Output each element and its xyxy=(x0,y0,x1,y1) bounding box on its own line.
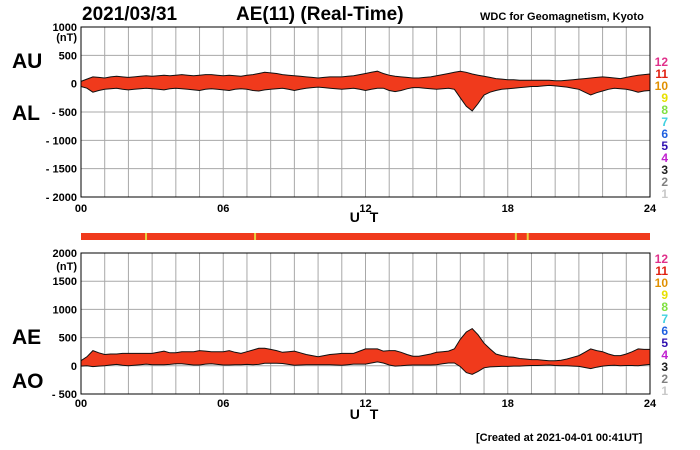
series-ao-line xyxy=(80,361,651,375)
station-count-label: 5 xyxy=(661,139,668,153)
station-count-label: 12 xyxy=(655,55,669,69)
upper-envelope xyxy=(81,71,650,111)
station-count-label: 11 xyxy=(655,67,668,81)
station-count-label: 1 xyxy=(661,187,668,201)
station-count-label: 7 xyxy=(661,115,668,129)
station-count-label: 10 xyxy=(655,79,669,93)
station-count-bar xyxy=(81,233,650,240)
station-count-label: 8 xyxy=(661,103,668,117)
y-unit-label: (nT) xyxy=(56,261,77,273)
y-tick-label: - 1000 xyxy=(46,135,77,147)
station-count-label: 10 xyxy=(655,276,669,290)
ao-label: AO xyxy=(12,370,44,393)
upper-frame xyxy=(80,26,651,198)
x-tick-label: 06 xyxy=(217,398,229,410)
created-timestamp: [Created at 2021-04-01 00:41UT] xyxy=(476,432,643,444)
station-count-bar-mark xyxy=(526,233,529,240)
data-source: WDC for Geomagnetism, Kyoto xyxy=(480,11,644,23)
y-tick-label: 500 xyxy=(59,50,77,62)
y-tick-label: 500 xyxy=(59,333,77,345)
station-count-label: 1 xyxy=(661,384,668,398)
y-tick-label: - 500 xyxy=(52,107,77,119)
lower-frame xyxy=(80,252,651,395)
station-count-label: 11 xyxy=(655,264,668,278)
series-ae-line xyxy=(80,327,650,362)
station-count-bar-mark xyxy=(514,233,517,240)
station-count-label: 6 xyxy=(661,127,668,141)
x-axis-title: U T xyxy=(350,209,382,225)
y-tick-label: 1000 xyxy=(53,22,77,34)
y-tick-label: - 1500 xyxy=(46,164,77,176)
station-count-label: 2 xyxy=(661,372,668,386)
x-tick-label: 12 xyxy=(359,203,371,215)
x-tick-label: 18 xyxy=(502,203,514,215)
station-count-label: 7 xyxy=(661,312,668,326)
series-al-line xyxy=(80,84,651,112)
station-count-label: 9 xyxy=(661,91,668,105)
series-au-line xyxy=(80,70,651,82)
y-tick-label: - 500 xyxy=(52,389,77,401)
station-count-label: 2 xyxy=(661,175,668,189)
station-count-bar-mark xyxy=(254,233,257,240)
station-count-label: 9 xyxy=(661,288,668,302)
station-count-label: 4 xyxy=(661,151,668,165)
station-count-label: 6 xyxy=(661,324,668,338)
station-count-bar-mark xyxy=(145,233,148,240)
y-tick-label: 1500 xyxy=(53,276,77,288)
y-tick-label: 2000 xyxy=(53,248,77,260)
x-tick-label: 18 xyxy=(502,398,514,410)
au-label: AU xyxy=(12,50,43,73)
x-tick-label: 24 xyxy=(644,398,657,410)
station-count-label: 3 xyxy=(661,360,668,374)
station-count-label: 8 xyxy=(661,300,668,314)
station-count-label: 5 xyxy=(661,336,668,350)
x-axis-title: U T xyxy=(350,406,382,422)
station-count-label: 12 xyxy=(655,252,669,266)
chart-title: AE(11) (Real-Time) xyxy=(236,4,404,25)
chart-date: 2021/03/31 xyxy=(82,4,178,25)
y-tick-label: 0 xyxy=(71,79,77,91)
y-tick-label: 0 xyxy=(71,361,77,373)
lower-envelope xyxy=(81,328,650,375)
x-tick-label: 12 xyxy=(359,398,371,410)
x-tick-label: 06 xyxy=(217,203,229,215)
y-tick-label: 1000 xyxy=(53,304,77,316)
x-tick-label: 24 xyxy=(644,203,657,215)
x-tick-label: 00 xyxy=(75,398,87,410)
y-unit-label: (nT) xyxy=(56,32,77,44)
ae-label: AE xyxy=(12,326,42,349)
y-tick-label: - 2000 xyxy=(46,192,77,204)
station-count-label: 4 xyxy=(661,348,668,362)
station-count-label: 3 xyxy=(661,163,668,177)
al-label: AL xyxy=(12,102,40,125)
x-tick-label: 00 xyxy=(75,203,87,215)
